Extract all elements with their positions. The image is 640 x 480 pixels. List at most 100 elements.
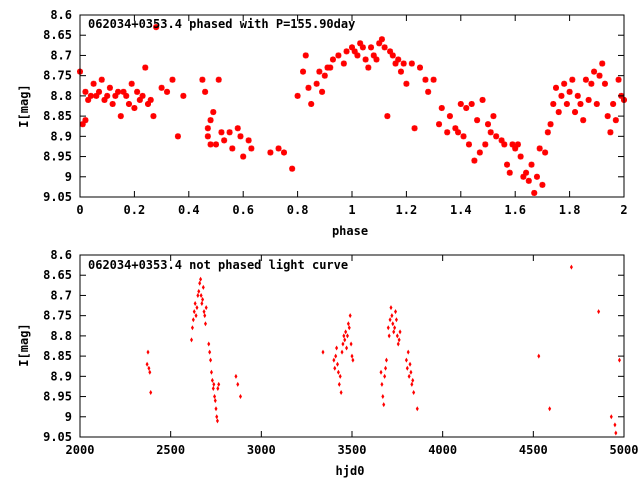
data-point [454, 128, 463, 137]
data-point [213, 398, 217, 404]
data-point [318, 87, 327, 96]
data-point [579, 116, 588, 125]
data-point [225, 128, 234, 137]
data-point [407, 373, 411, 379]
unphased-chart-title: 062034+0353.4 not phased light curve [88, 258, 348, 272]
data-point [335, 345, 339, 351]
data-point [214, 406, 218, 412]
data-point [116, 112, 125, 121]
data-point [199, 292, 203, 298]
data-point [351, 357, 355, 363]
data-point [206, 140, 215, 149]
data-point [342, 333, 346, 339]
data-point [210, 377, 214, 383]
data-point [203, 132, 212, 141]
data-point [203, 321, 207, 327]
data-point [603, 112, 612, 121]
data-point [192, 309, 196, 315]
data-point [213, 394, 217, 400]
x-tick-label: 2500 [156, 443, 185, 457]
data-point [190, 325, 194, 331]
data-point [344, 329, 348, 335]
data-point [234, 373, 238, 379]
x-tick-label: 2000 [66, 443, 95, 457]
x-tick-label: 0.8 [287, 203, 309, 217]
data-point [470, 156, 479, 165]
data-point [384, 357, 388, 363]
data-point [411, 377, 415, 383]
data-point [86, 91, 95, 100]
data-point [387, 333, 391, 339]
data-point [191, 317, 195, 323]
data-point [233, 124, 242, 133]
unphased-data-points [145, 264, 621, 436]
data-point [390, 313, 394, 319]
data-point [341, 341, 345, 347]
data-point [133, 87, 142, 96]
data-point [397, 337, 401, 343]
data-point [339, 390, 343, 396]
data-point [532, 172, 541, 181]
phased-chart-title: 062034+0353.4 phased with P=155.90day [88, 17, 355, 31]
data-point [146, 95, 155, 104]
data-point [334, 51, 343, 60]
data-point [383, 112, 392, 121]
data-point [103, 91, 112, 100]
data-point [548, 406, 552, 412]
x-tick-label: 4500 [519, 443, 548, 457]
data-point [569, 264, 573, 270]
data-point [382, 402, 386, 408]
data-point [209, 108, 218, 117]
x-tick-label: 5000 [610, 443, 639, 457]
data-point [380, 381, 384, 387]
data-point [195, 305, 199, 311]
y-tick-label: 8.75 [43, 309, 72, 323]
x-tick-label: 0.6 [232, 203, 254, 217]
data-point [138, 91, 147, 100]
data-point [554, 108, 563, 117]
data-point [247, 144, 256, 153]
x-tick-label: 1.2 [396, 203, 418, 217]
data-point [201, 87, 210, 96]
data-point [345, 345, 349, 351]
data-point [424, 87, 433, 96]
data-point [358, 43, 367, 52]
x-tick-label: 2 [620, 203, 627, 217]
data-point [200, 301, 204, 307]
data-point [415, 406, 419, 412]
data-point [215, 418, 219, 424]
y-tick-label: 9 [65, 410, 72, 424]
data-point [239, 152, 248, 161]
data-point [342, 47, 351, 56]
data-point [203, 124, 212, 133]
data-point [347, 325, 351, 331]
data-point [203, 313, 207, 319]
data-point [581, 75, 590, 84]
data-point [220, 136, 229, 145]
data-point [81, 116, 90, 125]
data-point [201, 296, 205, 302]
data-point [388, 317, 392, 323]
data-point [609, 99, 618, 108]
data-point [336, 369, 340, 375]
data-point [334, 353, 338, 359]
data-point [396, 341, 400, 347]
data-point [193, 301, 197, 307]
data-point [489, 112, 498, 121]
data-point [149, 390, 153, 396]
data-point [379, 369, 383, 375]
data-point [394, 55, 403, 64]
data-point [407, 59, 416, 68]
y-tick-label: 8.8 [50, 89, 72, 103]
data-point [467, 99, 476, 108]
x-tick-label: 4000 [428, 443, 457, 457]
data-point [402, 79, 411, 88]
data-point [339, 59, 348, 68]
data-point [459, 132, 468, 141]
data-point [408, 361, 412, 367]
data-point [598, 59, 607, 68]
data-point [146, 349, 150, 355]
data-point [456, 99, 465, 108]
data-point [228, 144, 237, 153]
